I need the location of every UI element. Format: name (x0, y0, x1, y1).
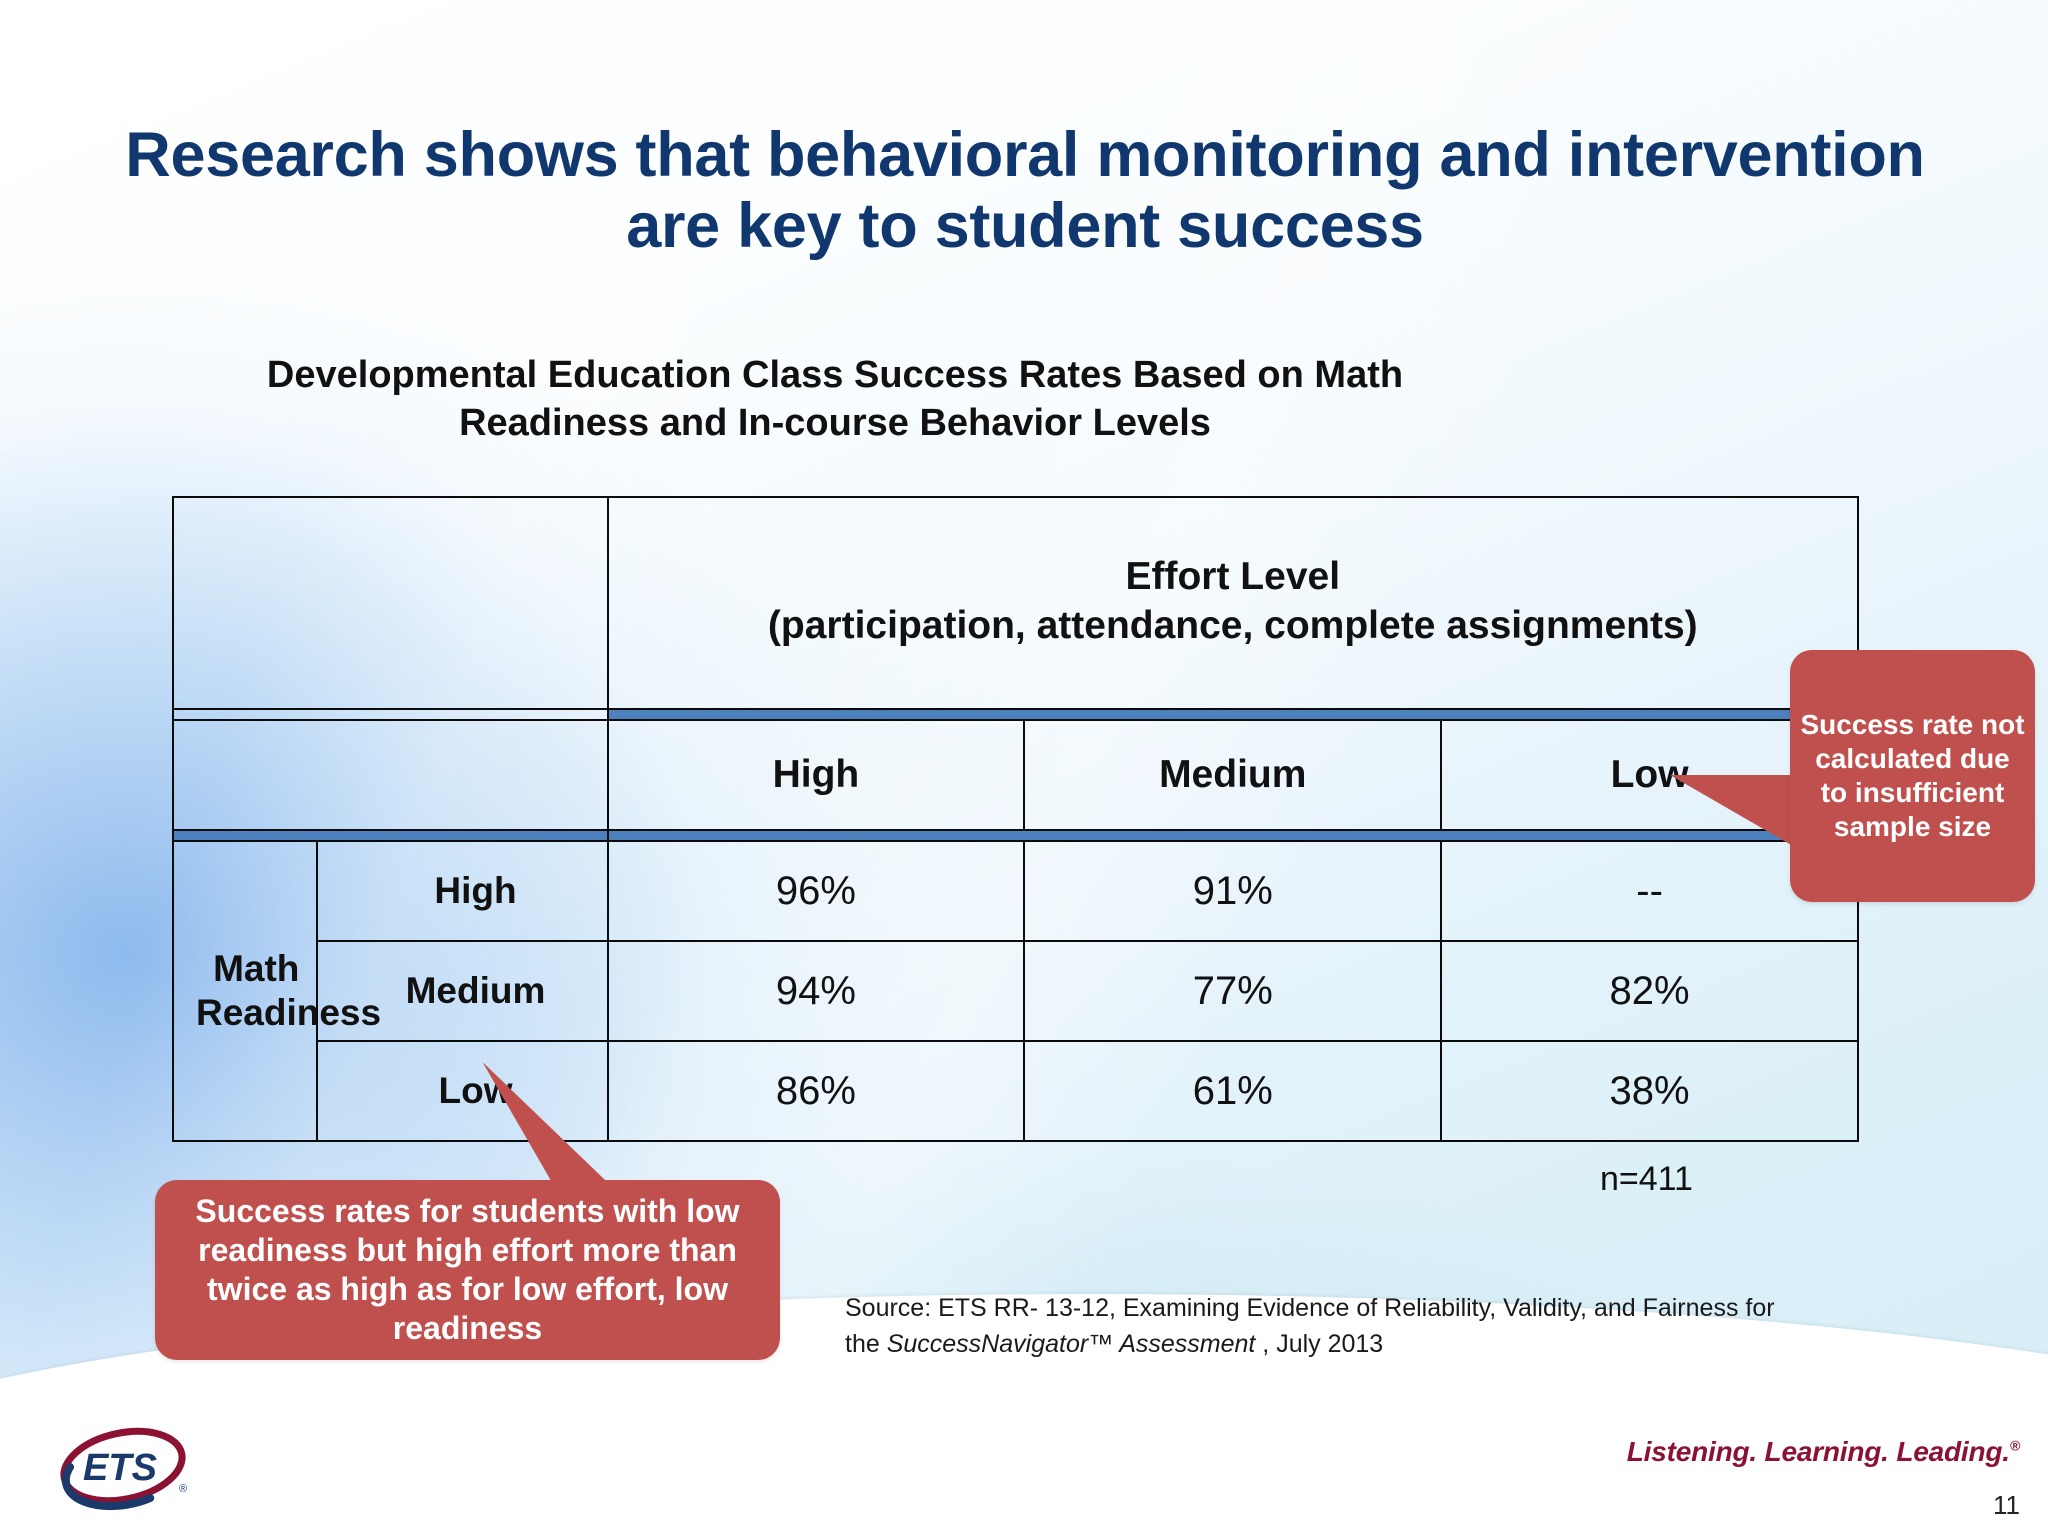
cell-low-high: 86% (606, 1040, 1026, 1142)
column-header-high: High (606, 719, 1026, 831)
cell-high-high: 96% (606, 840, 1026, 942)
table-corner-cell (172, 496, 609, 710)
blue-rule-row-1 (172, 708, 1860, 721)
source-suffix: , July 2013 (1255, 1330, 1384, 1359)
source-citation: Source: ETS RR- 13-12, Examining Evidenc… (845, 1290, 1775, 1363)
table-header-group-row: Effort Level (participation, attendance,… (172, 496, 1860, 710)
ets-logo-wordmark: ETS (83, 1447, 157, 1489)
data-table-container: Effort Level (participation, attendance,… (171, 496, 1860, 1142)
ets-logo-svg: ETS ® (60, 1427, 187, 1511)
blue-rule-bar-1 (608, 710, 1857, 719)
blue-rule-row-2 (172, 829, 1860, 842)
table-caption: Developmental Education Class Success Ra… (266, 354, 1404, 444)
row-header-high: High (316, 840, 609, 942)
table-row: Math Readiness High 96% 91% -- (171, 840, 1859, 1142)
cell-medium-high: 94% (606, 940, 1026, 1042)
cell-high-low: -- (1440, 840, 1859, 942)
ets-logo-blue-swoosh (61, 1463, 155, 1511)
callout-insufficient-sample: Success rate not calculated due to insuf… (1790, 650, 2035, 902)
source-assessment-name: SuccessNavigator™ Assessment (886, 1330, 1256, 1359)
ets-tagline: Listening. Learning. Leading.® (1627, 1436, 2020, 1468)
source-prefix: Source: ETS RR- 13-12, Examining Evidenc… (845, 1294, 1775, 1359)
table-corner-cell-2 (172, 719, 609, 831)
blue-rule-cell-left-2 (172, 829, 609, 842)
sample-size-label: n=411 (1600, 1160, 1693, 1198)
success-rate-table: Effort Level (participation, attendance,… (171, 496, 1860, 1142)
blue-rule-bar-left-2 (174, 831, 607, 840)
column-header-medium: Medium (1023, 719, 1443, 831)
ets-logo-registered-mark: ® (179, 1483, 187, 1495)
cell-low-low: 38% (1440, 1040, 1859, 1142)
table-row: Medium 94% 77% 82% (173, 940, 1859, 1042)
row-header-low: Low (316, 1040, 609, 1142)
row-header-medium: Medium (316, 940, 609, 1042)
cell-low-medium: 61% (1023, 1040, 1443, 1142)
effort-level-subtitle: (participation, attendance, complete ass… (767, 604, 1698, 647)
cell-medium-medium: 77% (1023, 940, 1443, 1042)
effort-level-title: Effort Level (1125, 555, 1341, 599)
cell-high-medium: 91% (1023, 840, 1443, 942)
math-readiness-group-label: Math Readiness (171, 840, 381, 1142)
slide-number: 11 (1993, 1490, 2020, 1520)
blue-rule-cell-1 (606, 708, 1860, 721)
effort-level-header: Effort Level (participation, attendance,… (606, 496, 1860, 710)
cell-medium-low: 82% (1440, 940, 1859, 1042)
table-row: Low 86% 61% 38% (173, 1040, 1859, 1142)
blue-rule-spacer-left (172, 708, 609, 721)
callout-right-arrow (1670, 775, 1805, 853)
blue-rule-bar-2 (608, 831, 1857, 840)
callout-low-readiness-high-effort: Success rates for students with low read… (155, 1180, 780, 1360)
slide-title: Research shows that behavioral monitorin… (125, 120, 1925, 261)
table-column-header-row: High Medium Low (172, 719, 1859, 831)
registered-mark-icon: ® (2009, 1437, 2020, 1454)
ets-tagline-text: Listening. Learning. Leading. (1626, 1436, 2010, 1467)
ets-logo: ETS ® (48, 1420, 198, 1512)
